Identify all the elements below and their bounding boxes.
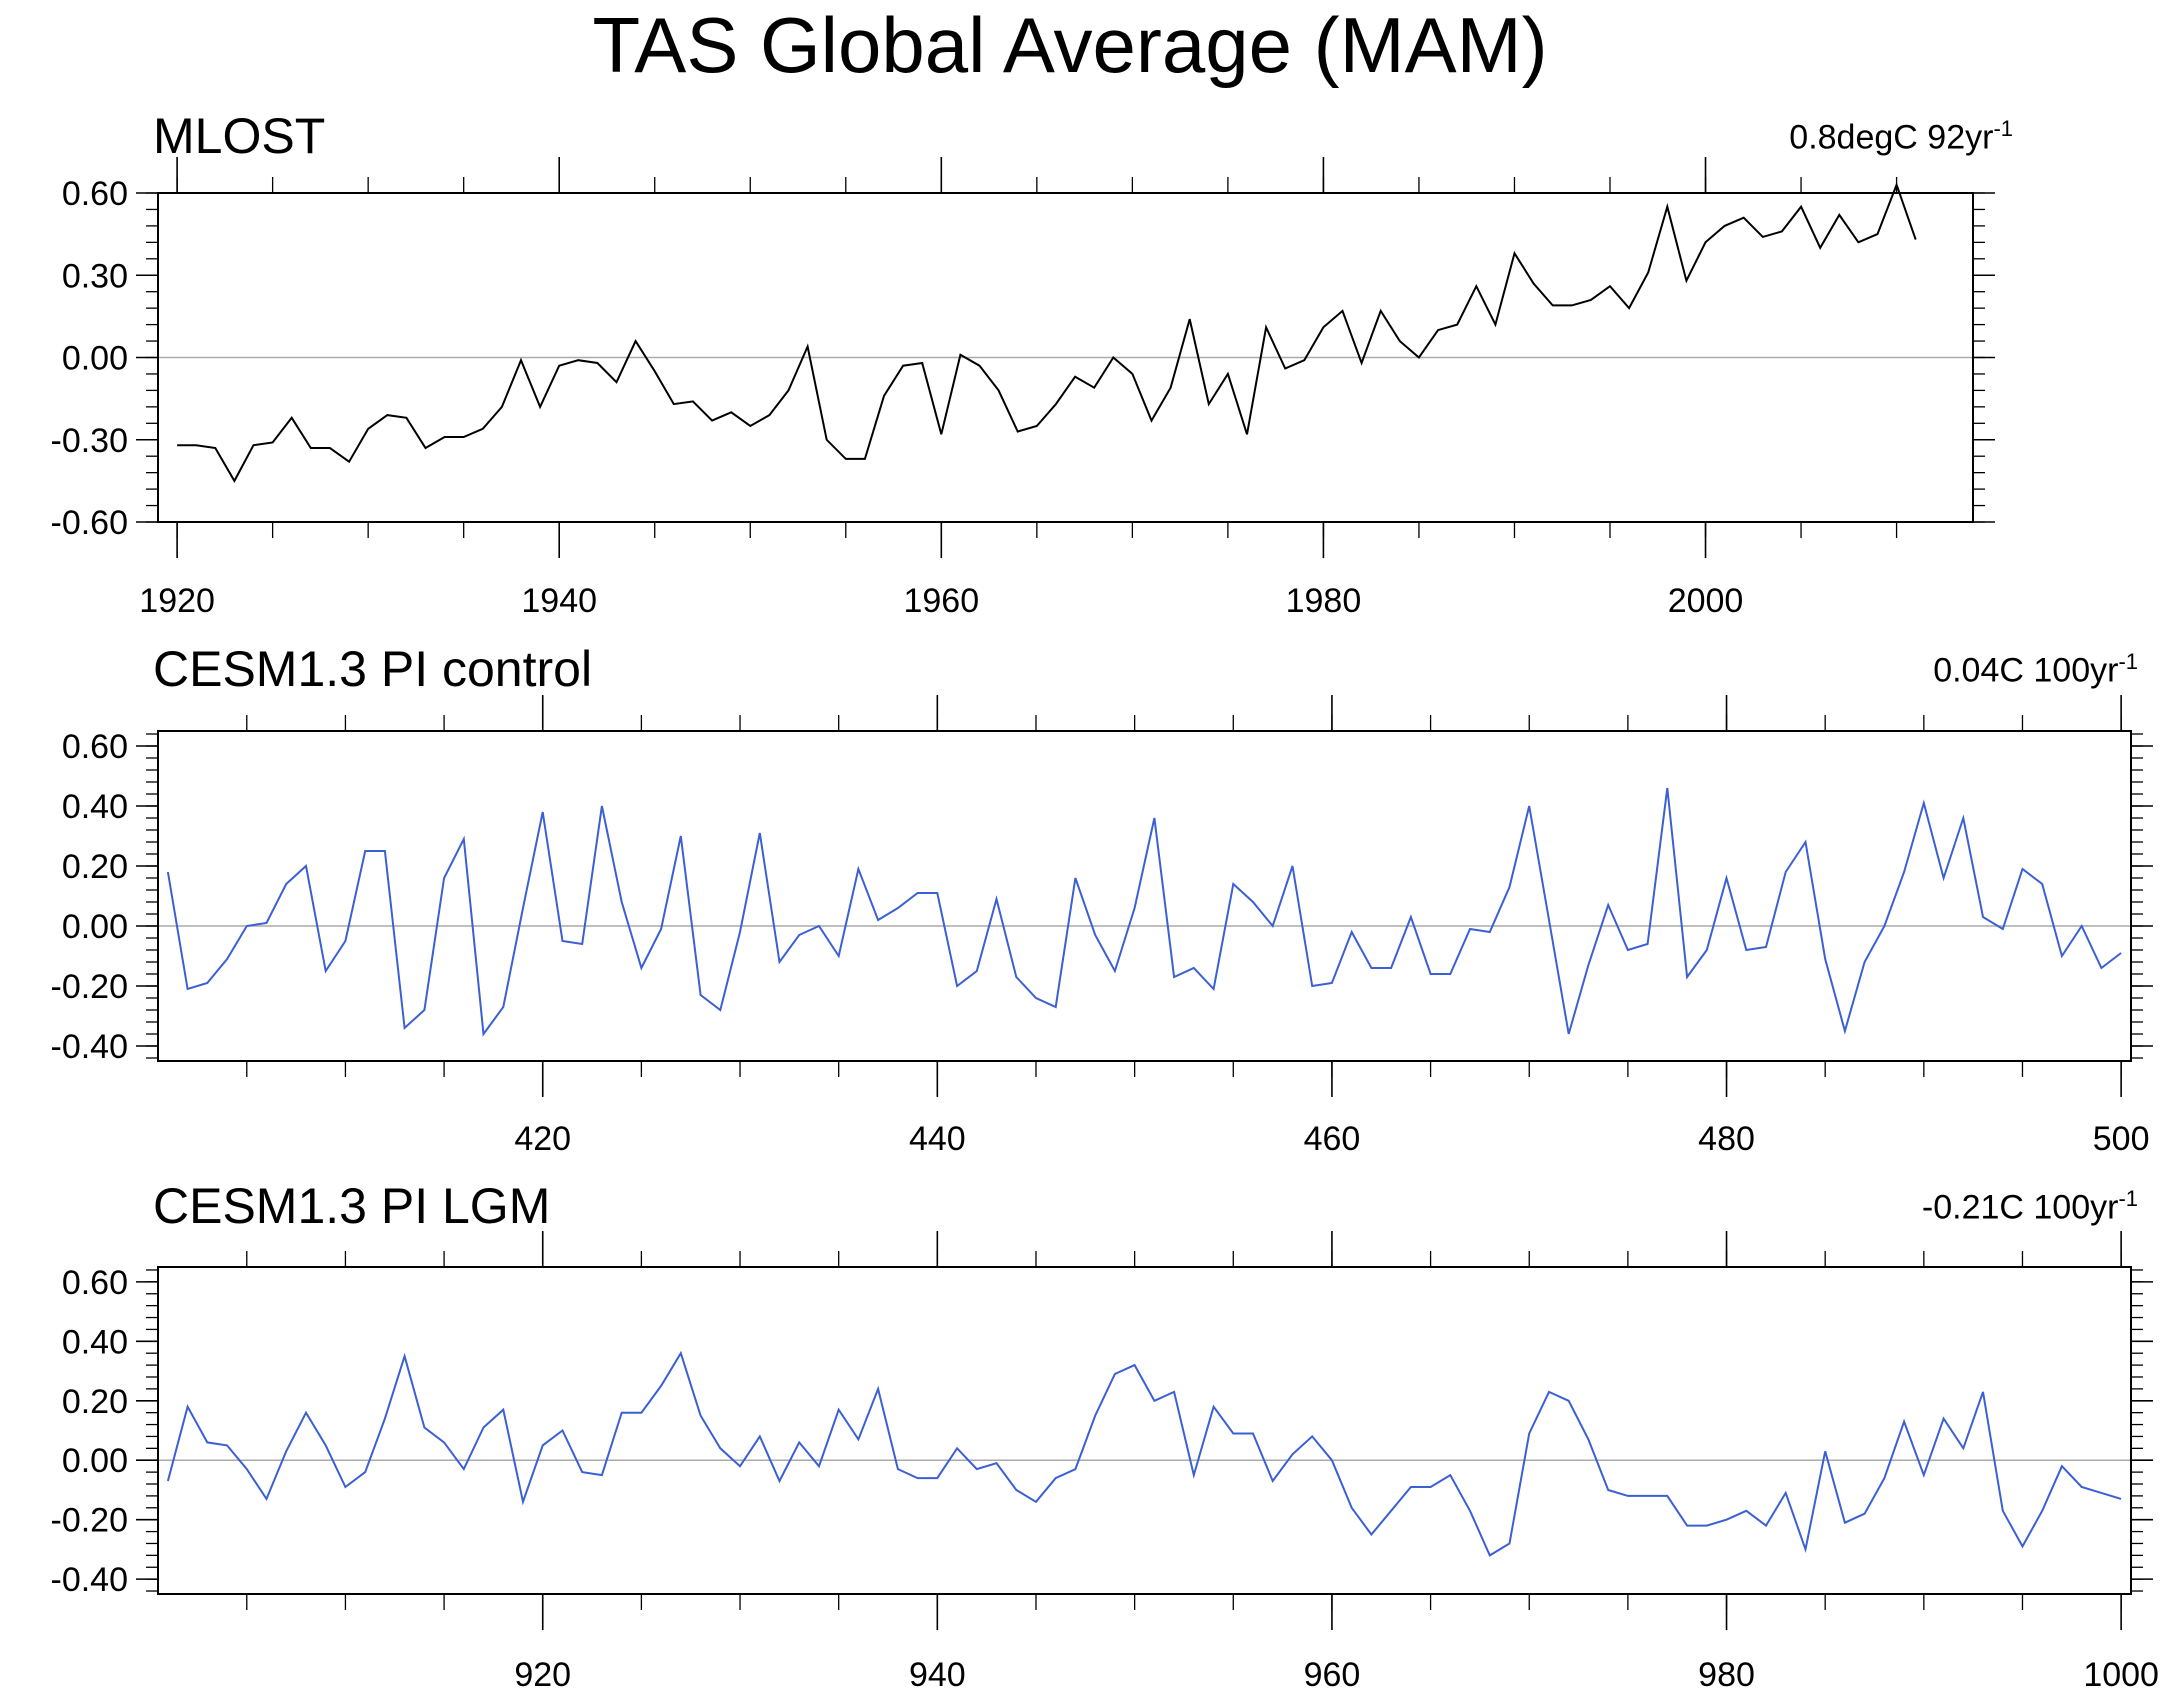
- trend-value: -0.21C 100yr: [1921, 1188, 2119, 1227]
- figure-title: TAS Global Average (MAM): [592, 1, 1548, 89]
- x-tick-label: 420: [514, 1120, 571, 1158]
- plot-frame: [157, 192, 1974, 523]
- x-tick-label: 1960: [903, 582, 979, 620]
- y-tick-label: 0.20: [62, 848, 128, 886]
- y-tick-label: 0.00: [62, 908, 128, 946]
- x-tick-label: 960: [1304, 1656, 1361, 1694]
- chart-panel-0: 0.60 0.30 0.00 -0.30 -0.60 1920 1940 1960 1980 20…: [51, 157, 1995, 620]
- x-tick-label: 1940: [521, 582, 597, 620]
- trend-exponent: -1: [2118, 1186, 2138, 1211]
- trend-label-pi-control: 0.04C 100yr-1: [1933, 649, 2138, 690]
- y-tick-label: -0.30: [51, 422, 129, 460]
- y-tick-label: 0.60: [62, 728, 128, 766]
- chart-panel-1: 0.60 0.40 0.20 0.00 -0.20 -0.40 420 440 460 480 50…: [51, 695, 2153, 1158]
- trend-exponent: -1: [2118, 649, 2138, 674]
- x-tick-label: 920: [514, 1656, 571, 1694]
- x-tick-label: 460: [1304, 1120, 1361, 1158]
- y-tick-label: 0.00: [62, 340, 128, 378]
- x-tick-label: 940: [909, 1656, 966, 1694]
- chart-panel-2: 0.60 0.40 0.20 0.00 -0.20 -0.40 920 940 960 980 10…: [51, 1231, 2159, 1694]
- x-tick-label: 1920: [139, 582, 215, 620]
- y-tick-label: -0.20: [51, 968, 129, 1006]
- x-tick-label: 440: [909, 1120, 966, 1158]
- y-tick-label: 0.00: [62, 1442, 128, 1480]
- y-tick-label: 0.60: [62, 1264, 128, 1302]
- y-tick-label: 0.40: [62, 1323, 128, 1361]
- y-tick-label: -0.40: [51, 1561, 129, 1599]
- panel-title-pi-lgm: CESM1.3 PI LGM: [153, 1178, 551, 1234]
- trend-exponent: -1: [1993, 116, 2013, 141]
- x-tick-label: 500: [2093, 1120, 2150, 1158]
- y-tick-label: 0.40: [62, 788, 128, 826]
- y-tick-label: 0.20: [62, 1383, 128, 1421]
- trend-value: 0.04C 100yr: [1933, 651, 2119, 690]
- y-tick-label: -0.20: [51, 1502, 129, 1540]
- x-tick-label: 2000: [1668, 582, 1744, 620]
- y-tick-label: 0.30: [62, 257, 128, 295]
- trend-label-pi-lgm: -0.21C 100yr-1: [1922, 1186, 2138, 1227]
- y-tick-label: 0.60: [62, 175, 128, 213]
- plot-frame: [157, 1266, 2132, 1595]
- x-tick-label: 1980: [1286, 582, 1362, 620]
- series-line: [177, 181, 1917, 483]
- panel-title-pi-control: CESM1.3 PI control: [153, 641, 593, 697]
- trend-value: 0.8degC 92yr: [1789, 118, 1994, 157]
- x-tick-label: 980: [1698, 1656, 1755, 1694]
- x-tick-label: 480: [1698, 1120, 1755, 1158]
- series-line: [166, 1350, 2122, 1557]
- plot-frame: [157, 730, 2132, 1062]
- y-tick-label: -0.40: [51, 1028, 129, 1066]
- trend-label-mlost: 0.8degC 92yr-1: [1789, 116, 2013, 157]
- y-tick-label: -0.60: [51, 504, 129, 542]
- panel-title-mlost: MLOST: [153, 108, 326, 164]
- series-line: [166, 787, 2122, 1037]
- x-tick-label: 1000: [2083, 1656, 2159, 1694]
